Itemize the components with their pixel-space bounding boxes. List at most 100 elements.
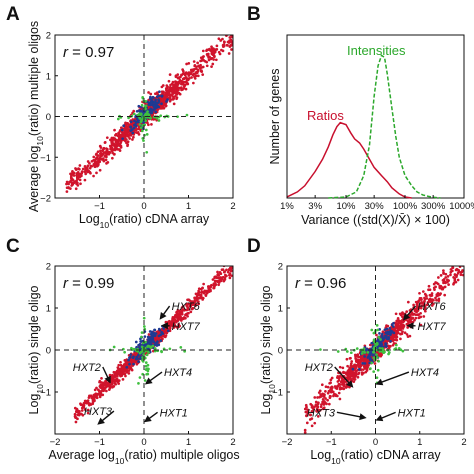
data-point [67,182,70,186]
data-point [165,94,169,98]
data-point [304,403,308,407]
data-point-secondary [129,353,133,356]
data-point [162,106,166,110]
data-point [212,286,216,290]
data-point [204,294,208,297]
data-point [326,398,329,402]
gene-arrow-head [406,322,414,330]
data-point [319,394,323,398]
data-point-secondary [125,365,129,369]
data-point [230,262,233,265]
data-point [180,88,183,92]
data-point [322,400,326,404]
data-point [335,394,339,398]
data-point [454,280,458,284]
data-point-secondary [160,94,164,98]
data-point [125,129,128,133]
data-point [76,177,79,181]
data-point [324,390,327,393]
data-point [88,166,92,170]
data-point [192,72,196,76]
scatter-points [303,261,464,434]
data-point-tertiary [319,348,322,351]
data-point [165,87,169,90]
gene-arrow-head [144,377,153,385]
data-point [86,411,90,415]
data-point-tertiary [140,335,143,339]
data-point [101,387,104,390]
correlation-annotation: r = 0.97 [63,44,114,61]
data-point [113,128,116,132]
data-point [95,152,98,156]
data-point [84,172,88,176]
y-tick-label: 2 [278,262,283,273]
data-point [345,357,349,361]
data-point [132,135,135,139]
data-point [69,187,72,190]
data-point [435,298,438,302]
data-point-secondary [379,342,383,346]
data-point [94,158,97,161]
data-point [337,391,341,395]
data-point-secondary [148,330,152,333]
data-point [338,387,342,391]
data-point [164,320,168,324]
data-point [455,275,458,279]
data-point-tertiary [116,117,120,121]
data-point [434,296,437,300]
data-point [176,89,179,93]
data-point [88,162,91,165]
data-point [125,361,129,365]
data-point [70,177,74,181]
data-point [459,261,462,264]
data-point [198,67,202,70]
data-point-secondary [131,356,135,360]
data-point [391,334,394,338]
data-point [336,380,340,383]
data-point [303,428,307,432]
data-point [119,363,123,367]
data-point [103,387,107,390]
data-point-tertiary [127,116,130,120]
data-point [100,377,103,380]
data-point [176,76,180,80]
data-point [214,58,218,62]
data-point [351,375,355,378]
data-point [175,85,178,89]
data-point-tertiary [153,347,157,350]
data-point-tertiary [145,353,149,357]
x-tick-label: 100% [393,201,418,212]
correlation-annotation: r = 0.99 [63,275,114,292]
data-point [425,303,429,307]
data-point [228,36,232,39]
data-point-secondary [357,368,361,371]
data-point [412,303,415,307]
data-point [419,302,423,305]
gene-label: HXT3 [307,407,336,419]
data-point [349,367,352,371]
x-tick-label: 10% [336,201,356,212]
data-point [449,268,453,271]
data-point [105,136,109,140]
data-point [221,37,224,41]
data-point [80,409,84,412]
data-point [71,169,74,173]
data-point [213,54,216,58]
data-point [202,55,205,58]
data-point [74,187,78,191]
data-point [435,281,439,285]
y-tick-label: 0 [278,346,283,357]
data-point [202,282,205,286]
data-point-tertiary [142,353,146,356]
data-point [342,387,346,391]
data-point [100,390,103,393]
data-point [170,82,174,86]
data-point-secondary [390,323,394,327]
data-point [102,385,105,388]
data-point [394,336,398,339]
data-point-secondary [149,97,153,101]
data-point [189,72,193,76]
data-point [313,421,317,425]
x-tick-label: 2 [230,201,235,212]
